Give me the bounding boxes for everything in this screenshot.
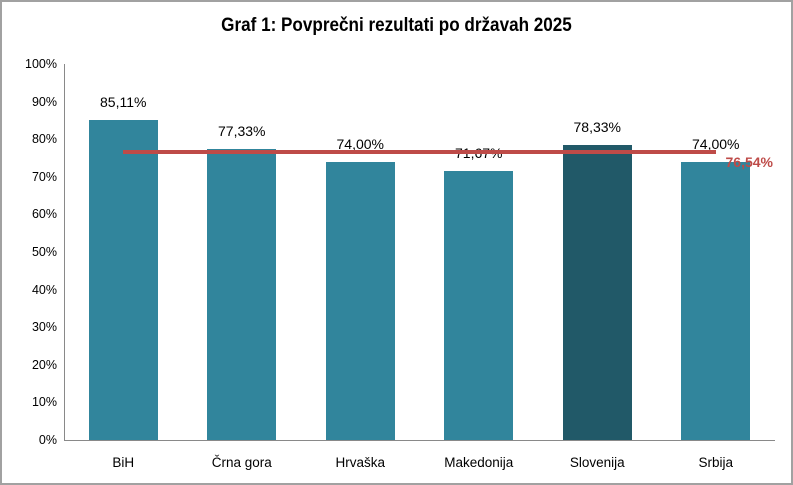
- x-axis-label-bih: BiH: [112, 455, 135, 470]
- bar-srbija: [681, 161, 751, 440]
- bar-value-label-slovenija: 78,33%: [573, 119, 621, 136]
- x-axis-line: [64, 440, 775, 441]
- y-axis-tick-label: 0%: [38, 433, 57, 447]
- x-axis-label-makedonija: Makedonija: [444, 455, 514, 470]
- bar-bih: [88, 119, 158, 440]
- x-axis-label--rna-gora: Črna gora: [211, 455, 272, 470]
- bar-value-label--rna-gora: 77,33%: [218, 123, 266, 140]
- chart-title: Graf 1: Povprečni rezultati po državah 2…: [221, 15, 572, 36]
- y-axis-tick-label: 20%: [31, 357, 57, 372]
- bar-value-label-srbija: 74,00%: [692, 135, 740, 152]
- x-axis-label-hrva-ka: Hrvaška: [335, 455, 385, 470]
- y-axis-tick-label: 100%: [25, 57, 57, 71]
- y-axis-tick-label: 80%: [31, 132, 57, 147]
- bar-slovenija: [562, 145, 632, 440]
- y-axis-tick-label: 30%: [31, 320, 57, 335]
- bar--rna-gora: [207, 149, 277, 440]
- y-axis-tick-label: 40%: [31, 282, 57, 297]
- y-axis-tick-label: 10%: [31, 395, 57, 410]
- y-axis-tick-label: 60%: [31, 207, 57, 222]
- x-axis-label-slovenija: Slovenija: [569, 455, 625, 470]
- bar-value-label-bih: 85,11%: [100, 93, 147, 110]
- y-axis-tick-label: 90%: [31, 94, 57, 109]
- x-axis-label-srbija: Srbija: [698, 455, 733, 470]
- average-reference-line: [123, 150, 716, 155]
- y-axis-line: [64, 64, 65, 441]
- bar-hrva-ka: [325, 161, 395, 440]
- y-axis-tick-label: 70%: [31, 169, 57, 184]
- bar-value-label-hrva-ka: 74,00%: [336, 135, 384, 152]
- average-value-label: 76,54%: [725, 154, 773, 171]
- y-axis-tick-label: 50%: [31, 245, 57, 259]
- bar-makedonija: [444, 170, 514, 440]
